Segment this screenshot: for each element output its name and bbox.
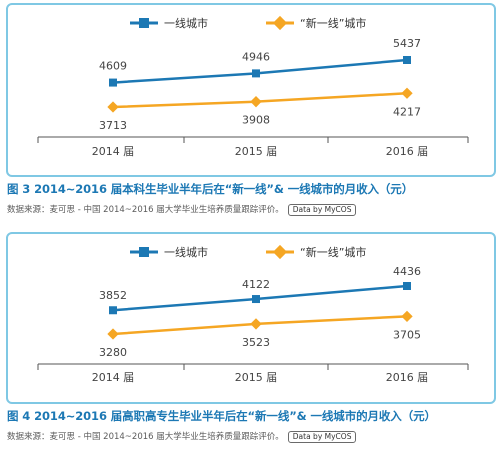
data-point-new-first-tier	[401, 87, 413, 99]
x-tick-label: 2014 届	[92, 145, 135, 158]
legend-marker-square	[139, 247, 149, 257]
data-point-first-tier	[252, 69, 260, 78]
data-point-first-tier	[403, 56, 411, 64]
chart-panel-2: 一线城市 “新一线”城市 2014 届 2015 届 2016 届 3852 4122 443…	[6, 232, 496, 404]
data-label: 3713	[99, 119, 127, 132]
data-label: 3908	[242, 114, 270, 127]
data-point-first-tier	[403, 282, 411, 290]
line-chart-1: 一线城市 “新一线”城市 2014 届 2015 届 2016 届 4609 4946 543…	[37, 15, 469, 158]
data-source-text-1: 数据来源：麦可思 - 中国 2014~2016 届大学毕业生培养质量跟踪评价。	[7, 205, 284, 215]
data-source-2: 数据来源：麦可思 - 中国 2014~2016 届大学毕业生培养质量跟踪评价。 D…	[7, 430, 357, 443]
x-tick-label: 2016 届	[386, 371, 429, 384]
data-point-first-tier	[109, 78, 117, 87]
legend-label-1: “新一线”城市	[300, 16, 366, 30]
x-tick-label: 2014 届	[92, 371, 135, 384]
data-label: 3852	[99, 289, 127, 302]
data-label: 3523	[242, 336, 270, 349]
data-label: 4609	[99, 60, 127, 73]
data-point-new-first-tier	[107, 328, 119, 340]
line-chart-2: 一线城市 “新一线”城市 2014 届 2015 届 2016 届 3852 4122 443…	[37, 244, 469, 384]
mycos-badge-2: Data by MyCOS	[287, 430, 357, 443]
data-label: 3280	[99, 346, 127, 359]
data-point-new-first-tier	[107, 101, 119, 113]
data-source-text-2: 数据来源：麦可思 - 中国 2014~2016 届大学毕业生培养质量跟踪评价。	[7, 432, 284, 442]
data-point-new-first-tier	[401, 310, 413, 323]
legend-label-0: 一线城市	[164, 16, 208, 30]
data-label: 5437	[393, 37, 421, 50]
legend-label-0: 一线城市	[164, 245, 208, 259]
x-tick-label: 2015 届	[235, 145, 278, 158]
x-tick-label: 2015 届	[235, 371, 278, 384]
data-point-new-first-tier	[250, 96, 262, 108]
figure-caption-1: 图 3 2014~2016 届本科生毕业半年后在“新一线”& 一线城市的月收入（…	[7, 182, 414, 196]
data-point-first-tier	[109, 306, 117, 315]
mycos-badge-1: Data by MyCOS	[287, 203, 357, 216]
data-label: 4217	[393, 105, 421, 118]
x-tick-label: 2016 届	[386, 145, 429, 158]
data-label: 4946	[242, 50, 270, 63]
legend-marker-diamond	[272, 244, 288, 260]
data-label: 4436	[393, 265, 421, 278]
data-label: 4122	[242, 278, 270, 291]
data-point-new-first-tier	[250, 318, 262, 330]
chart-panel-1: 一线城市 “新一线”城市 2014 届 2015 届 2016 届 4609 4946 543…	[6, 3, 496, 177]
legend-marker-diamond	[272, 15, 288, 31]
data-label: 3705	[393, 328, 421, 341]
figure-caption-2: 图 4 2014~2016 届高职高专生毕业半年后在“新一线”& 一线城市的月收…	[7, 409, 436, 423]
legend-marker-square	[139, 18, 149, 28]
legend-label-1: “新一线”城市	[300, 245, 366, 259]
data-source-1: 数据来源：麦可思 - 中国 2014~2016 届大学毕业生培养质量跟踪评价。 D…	[7, 203, 357, 216]
data-point-first-tier	[252, 295, 260, 304]
